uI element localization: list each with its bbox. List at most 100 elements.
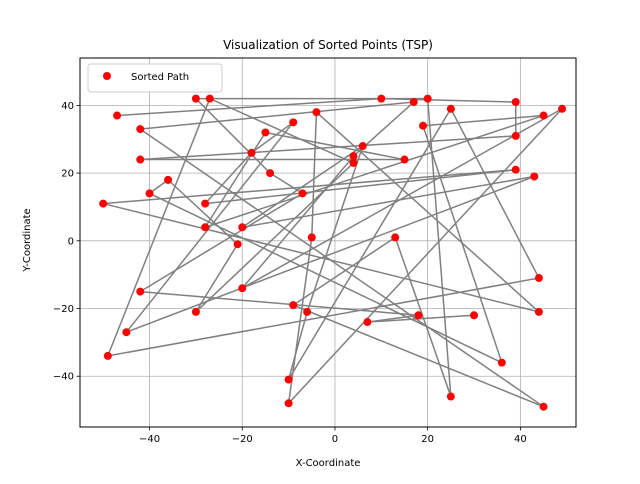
data-point — [312, 108, 321, 117]
path-segment — [126, 175, 535, 333]
data-point — [307, 233, 316, 242]
path-segment — [287, 108, 452, 380]
path-segment — [149, 192, 503, 364]
path-segment — [125, 121, 294, 333]
data-point — [414, 311, 423, 320]
data-point — [423, 94, 432, 103]
path-segment — [292, 304, 544, 408]
data-point — [349, 152, 358, 161]
data-point — [377, 94, 386, 103]
plot-area: −40 −20 0 20 40 −40 −20 0 20 40 — [53, 57, 577, 445]
data-point — [497, 358, 506, 367]
path-segment — [117, 97, 382, 117]
path-segment — [195, 98, 271, 174]
path-segment — [204, 132, 267, 228]
x-axis-label: X-Coordinate — [296, 458, 361, 469]
path-segment — [205, 168, 516, 205]
path-segment — [292, 236, 396, 306]
x-tick-label: −20 — [232, 434, 253, 445]
data-point — [201, 199, 210, 208]
data-point — [191, 307, 200, 316]
path-segment — [139, 128, 544, 408]
data-point — [470, 311, 479, 320]
path-segment — [426, 98, 452, 397]
data-point — [303, 307, 312, 316]
data-point — [391, 233, 400, 242]
x-tick-label: 20 — [421, 434, 434, 445]
path-segment — [306, 145, 364, 313]
path-segment — [140, 101, 414, 130]
x-tick-label: 40 — [514, 434, 527, 445]
data-point — [298, 189, 307, 198]
y-tick-label: −40 — [53, 372, 74, 383]
y-tick-label: 0 — [68, 236, 74, 247]
legend: Sorted Path — [87, 63, 223, 93]
path-segment — [265, 131, 405, 161]
data-point — [534, 307, 543, 316]
data-point — [446, 392, 455, 401]
data-point — [289, 301, 298, 310]
data-point — [99, 199, 108, 208]
path-segment — [287, 311, 308, 380]
data-point — [409, 98, 418, 107]
data-point — [136, 155, 145, 164]
axes-frame — [79, 57, 577, 428]
path-segment — [288, 108, 563, 404]
data-point — [511, 131, 520, 140]
data-point — [558, 104, 567, 113]
y-axis-label: Y-Coordinate — [22, 208, 33, 272]
chart-title: Visualization of Sorted Points (TSP) — [223, 38, 433, 52]
path-segment — [139, 192, 303, 293]
path-segment — [315, 111, 540, 313]
data-point — [349, 158, 358, 167]
path-segment — [103, 168, 516, 205]
data-point — [511, 165, 520, 174]
data-point — [530, 172, 539, 181]
data-point — [284, 375, 293, 384]
data-point — [103, 351, 112, 360]
path-segment — [107, 98, 211, 357]
y-tick-label: −20 — [53, 304, 74, 315]
data-point — [266, 169, 275, 178]
path-segment — [269, 172, 303, 195]
path-segment — [140, 290, 419, 317]
data-point — [113, 111, 122, 120]
legend-marker — [103, 72, 111, 80]
path-segment — [241, 108, 563, 289]
data-point — [201, 223, 210, 232]
data-point — [233, 240, 242, 249]
ticks: −40 −20 0 20 40 −40 −20 0 20 40 — [53, 101, 527, 445]
path-segment — [450, 108, 540, 279]
data-point — [136, 125, 145, 134]
data-point — [511, 98, 520, 107]
data-point — [419, 121, 428, 130]
path-segment — [140, 135, 516, 161]
path-segment — [251, 121, 294, 154]
data-point — [247, 148, 256, 157]
path-segment — [242, 175, 535, 229]
path-segment — [311, 112, 318, 238]
data-point — [400, 155, 409, 164]
data-point — [358, 142, 367, 151]
data-point — [238, 284, 247, 293]
data-point — [191, 94, 200, 103]
path-segment — [102, 202, 540, 313]
data-points — [99, 94, 567, 411]
y-tick-label: 40 — [61, 101, 74, 112]
data-point — [164, 175, 173, 184]
data-point — [136, 287, 145, 296]
data-point — [446, 104, 455, 113]
path-segment — [241, 155, 355, 289]
data-point — [363, 318, 372, 327]
path-lines — [102, 97, 563, 408]
legend-label: Sorted Path — [131, 72, 189, 83]
path-segment — [195, 243, 239, 313]
data-point — [122, 328, 131, 337]
data-point — [539, 111, 548, 120]
data-point — [534, 274, 543, 283]
y-tick-label: 20 — [61, 169, 74, 180]
data-point — [539, 402, 548, 411]
path-segment — [204, 114, 544, 228]
x-tick-label: −40 — [139, 434, 160, 445]
